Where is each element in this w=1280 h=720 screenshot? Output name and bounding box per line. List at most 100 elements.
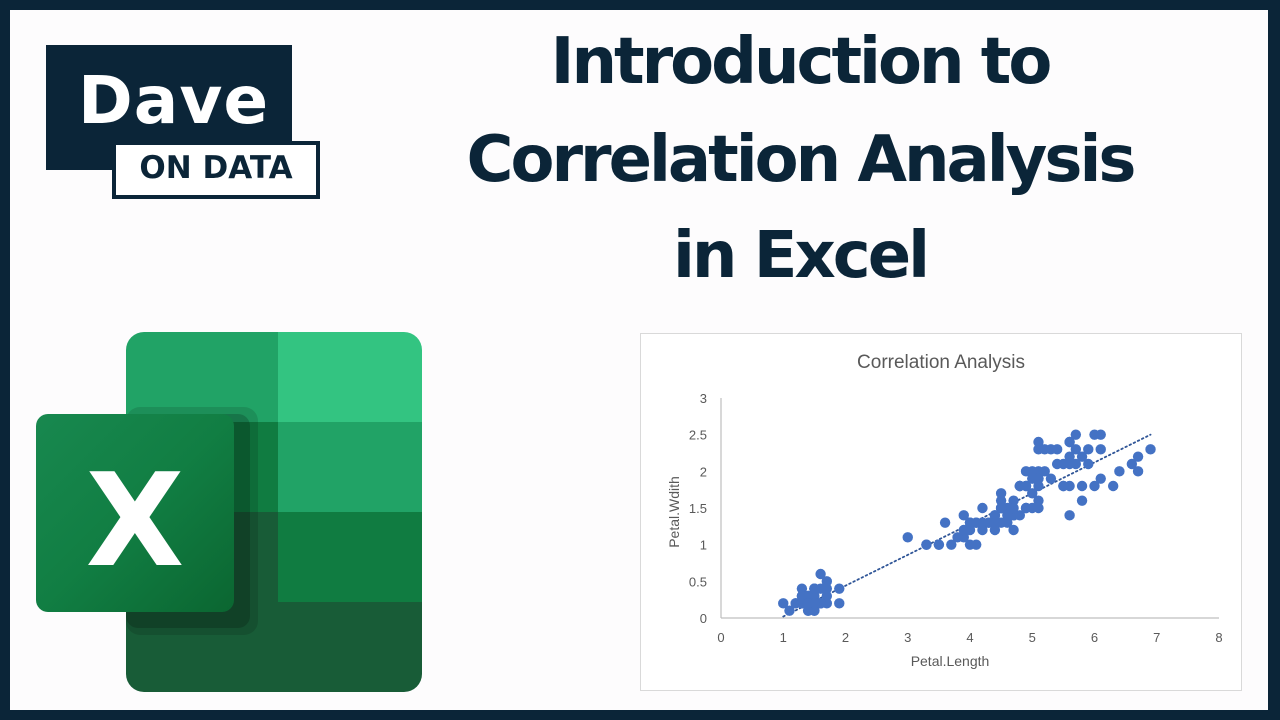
excel-x-glyph: X [86,447,185,596]
data-point [933,539,945,550]
data-point [784,605,795,616]
data-point [1070,429,1082,440]
data-point [809,583,820,594]
data-point [1083,458,1094,470]
data-point [1064,451,1075,462]
scatter-chart: Correlation Analysis 0 1 2 3 4 5 6 7 8 0 0.5 1 1.5 2 2… [640,333,1242,691]
thumbnail-canvas: Dave ON DATA Introduction to Correlation… [10,10,1268,710]
data-point [802,605,814,616]
data-point [1132,451,1144,462]
x-tick-label: 1 [780,630,787,645]
data-point [995,495,1007,506]
data-point [1039,444,1050,455]
brand-logo-tagline: ON DATA [139,150,293,186]
data-point [1095,429,1106,440]
excel-logo-icon: X [36,332,422,692]
data-point [1002,517,1013,528]
data-point [964,524,976,536]
chart-points [778,429,1156,616]
data-point [1051,458,1063,470]
x-tick-label: 3 [904,630,911,645]
x-axis-label: Petal.Length [911,653,990,669]
data-point [834,598,845,609]
data-point [1076,480,1088,492]
data-point [796,583,808,594]
data-point [989,524,1001,536]
data-point [1020,466,1032,477]
y-tick-label: 3 [700,391,707,406]
y-tick-label: 1.5 [689,501,707,516]
data-point [1027,473,1038,484]
data-point [778,598,789,609]
data-point [1033,502,1044,514]
data-point [802,590,814,602]
chart-title: Correlation Analysis [857,352,1025,373]
data-point [1058,480,1069,492]
y-tick-label: 1 [700,538,707,553]
y-tick-label: 2 [700,464,707,479]
data-point [821,576,833,587]
data-point [1076,451,1088,462]
data-point [1095,473,1106,484]
data-point [1089,480,1100,492]
data-point [1033,436,1044,448]
x-tick-label: 0 [717,630,724,645]
data-point [1008,502,1019,514]
data-point [1070,444,1082,455]
chart-axes [720,398,1219,619]
x-tick-label: 8 [1215,630,1222,645]
data-point [1051,444,1063,455]
y-axis-label: Petal.Wdith [666,476,682,548]
data-point [834,583,845,594]
data-point [1083,444,1094,455]
chart-axis-labels: 0 1 2 3 4 5 6 7 800.511.522.53Petal.LengthPetal.… [666,391,1223,669]
data-point [1002,510,1013,521]
data-point [946,539,957,550]
data-point [1014,480,1025,492]
data-point [921,539,932,550]
y-tick-label: 0 [700,611,707,626]
data-point [1064,458,1075,470]
data-point [1039,466,1050,477]
brand-logo-name: Dave [78,62,270,139]
data-point [1076,495,1088,506]
data-point [995,502,1007,514]
x-tick-label: 2 [842,630,849,645]
data-point [983,517,994,528]
data-point [902,532,913,543]
brand-logo-tagline-box: ON DATA [112,141,320,199]
data-point [1132,466,1144,477]
chart-plot-area: 0 1 2 3 4 5 6 7 800.511.522.53Petal.LengthPetal.… [666,391,1223,669]
data-point [1008,524,1019,536]
x-tick-label: 5 [1029,630,1036,645]
headline-line-1: Introduction to [550,25,1053,99]
y-tick-label: 2.5 [689,428,707,443]
data-point [1095,444,1106,455]
y-tick-label: 0.5 [689,574,707,589]
data-point [821,590,833,602]
data-point [1027,488,1038,499]
data-point [971,517,982,528]
data-point [802,598,814,609]
data-point [1033,495,1044,506]
x-tick-label: 7 [1153,630,1160,645]
data-point [815,568,826,580]
data-point [958,510,969,521]
headline-line-3: in Excel [672,219,930,293]
data-point [977,502,988,514]
data-point [1114,466,1125,477]
x-tick-label: 4 [966,630,973,645]
data-point [1045,473,1057,484]
data-point [939,517,951,528]
data-point [1014,510,1025,521]
data-point [1033,480,1044,492]
data-point [1064,510,1075,521]
data-point [995,488,1007,499]
data-point [971,539,982,550]
data-point [1145,444,1156,455]
data-point [1107,480,1119,492]
x-tick-label: 6 [1091,630,1098,645]
data-point [952,532,963,543]
data-point [977,524,988,536]
data-point [989,510,1001,521]
